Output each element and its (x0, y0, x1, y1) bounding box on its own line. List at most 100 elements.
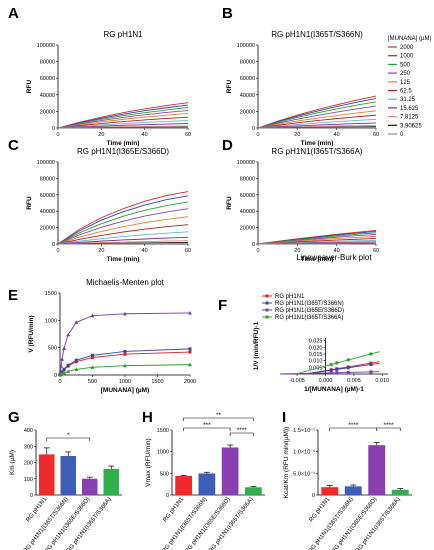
y-tick-label: 1.0×10⁻¹ (293, 450, 315, 456)
y-axis-label: RFU (26, 196, 33, 210)
x-tick-label: 20 (98, 132, 104, 138)
y-axis-label: Km (µM) (9, 450, 16, 475)
data-point (66, 332, 71, 337)
series-line (57, 201, 189, 245)
data-point (123, 311, 127, 316)
y-tick-label: 20000 (40, 226, 55, 232)
panel-label-e: E (8, 287, 18, 304)
y-tick-label: 80000 (40, 60, 55, 66)
x-axis-label: Time (min) (301, 140, 334, 147)
data-point (188, 350, 192, 354)
data-point (66, 363, 70, 367)
fit-line (304, 362, 380, 375)
y-tick-label: 100000 (237, 43, 255, 49)
x-axis-label: Time (min) (107, 256, 140, 263)
data-point (369, 370, 373, 374)
series-line (257, 114, 377, 129)
y-tick-label: 1.5×10⁻¹ (293, 428, 315, 434)
data-point (74, 360, 78, 364)
data-point (74, 320, 79, 325)
y-tick-label: 100000 (237, 160, 255, 166)
panel-label-d: D (222, 137, 233, 154)
y-tick-label: 100000 (37, 160, 55, 166)
x-tick-label: 0 (256, 248, 259, 254)
x-tick-label: 0 (56, 132, 59, 138)
legend-marker (265, 294, 269, 298)
x-tick-label: 0.010 (375, 378, 389, 384)
data-point (188, 362, 192, 367)
x-tick-label: RG pH1N1(I365T/S366A) (355, 497, 402, 550)
y-tick-label: 0 (252, 126, 255, 132)
significance-bracket (183, 427, 231, 431)
data-point (60, 371, 65, 376)
bar (82, 478, 98, 495)
bar (39, 454, 55, 495)
x-tick-label: RG pH1N1 (309, 496, 332, 523)
series-line (57, 107, 189, 129)
data-point (91, 355, 94, 359)
y-tick-label: 0 (52, 242, 55, 248)
bar (245, 487, 262, 495)
y-tick-label: 0.015 (309, 352, 323, 358)
x-tick-label: RG pH1N1(I365T/S366N) (308, 497, 355, 550)
x-tick-label: 60 (373, 132, 379, 138)
y-tick-label: 0 (312, 493, 315, 499)
x-tick-label: 40 (142, 248, 148, 254)
y-axis-label: Kcat/Km (RFU min/(µM)) (283, 427, 290, 499)
x-tick-label: 20 (294, 132, 300, 138)
series-line (57, 224, 189, 245)
y-tick-label: 20000 (240, 109, 255, 115)
legend-entry: 2000 (400, 45, 414, 51)
y-tick-label: 1500 (45, 291, 57, 297)
x-tick-label: RG pH1N1(I365T/S366N) (161, 497, 208, 550)
legend-entry: RG pH1N1(I365E/S366D) (275, 308, 344, 314)
legend-marker (265, 301, 269, 305)
x-tick-label: RG pH1N1(I365T/S366A) (208, 497, 255, 550)
x-tick-label: 500 (88, 379, 97, 385)
data-point (90, 365, 95, 369)
chart-title: RG pH1N1(I365T/S366N) (271, 30, 363, 39)
data-point (62, 367, 66, 371)
y-tick-label: 80000 (240, 176, 255, 182)
x-tick-label: RG pH1N1(I365E/S366D) (184, 497, 231, 550)
significance-bracket (183, 417, 254, 421)
data-point (66, 369, 71, 373)
y-tick-label: 5.0×10⁻¹ (293, 471, 315, 477)
bar (103, 469, 119, 495)
y-tick-label: 0.020 (309, 345, 323, 351)
data-point (123, 352, 127, 356)
y-tick-label: 300 (24, 444, 33, 450)
bar (198, 473, 216, 495)
significance-label: **** (383, 422, 394, 429)
y-tick-label: 0.010 (309, 359, 323, 365)
legend-entry: 15.625 (400, 106, 419, 112)
y-tick-label: 0 (252, 242, 255, 248)
x-tick-label: 40 (334, 132, 340, 138)
data-point (74, 367, 79, 371)
series-line (57, 231, 189, 245)
y-tick-label: 0 (166, 493, 169, 499)
y-axis-label: RFU (26, 80, 33, 94)
series-line (257, 122, 377, 129)
x-tick-label: 0 (58, 379, 61, 385)
data-point (346, 366, 350, 370)
y-tick-label: 200 (24, 461, 33, 467)
legend-entry: RG pH1N1 (275, 294, 305, 300)
legend-entry: 1000 (400, 54, 414, 60)
x-tick-label: RG pH1N1 (162, 496, 185, 523)
x-tick-label: 20 (294, 248, 300, 254)
y-tick-label: 500 (48, 346, 57, 352)
data-point (58, 368, 63, 372)
y-tick-label: 0 (30, 493, 33, 499)
x-tick-label: 0 (56, 248, 59, 254)
data-point (369, 352, 373, 356)
data-point (346, 358, 350, 362)
y-tick-label: 100 (24, 477, 33, 483)
data-point (369, 363, 373, 367)
legend-entry: 62.5 (400, 89, 412, 95)
y-tick-label: 0 (54, 373, 57, 379)
y-axis-label: V (RFU/min) (28, 315, 35, 352)
